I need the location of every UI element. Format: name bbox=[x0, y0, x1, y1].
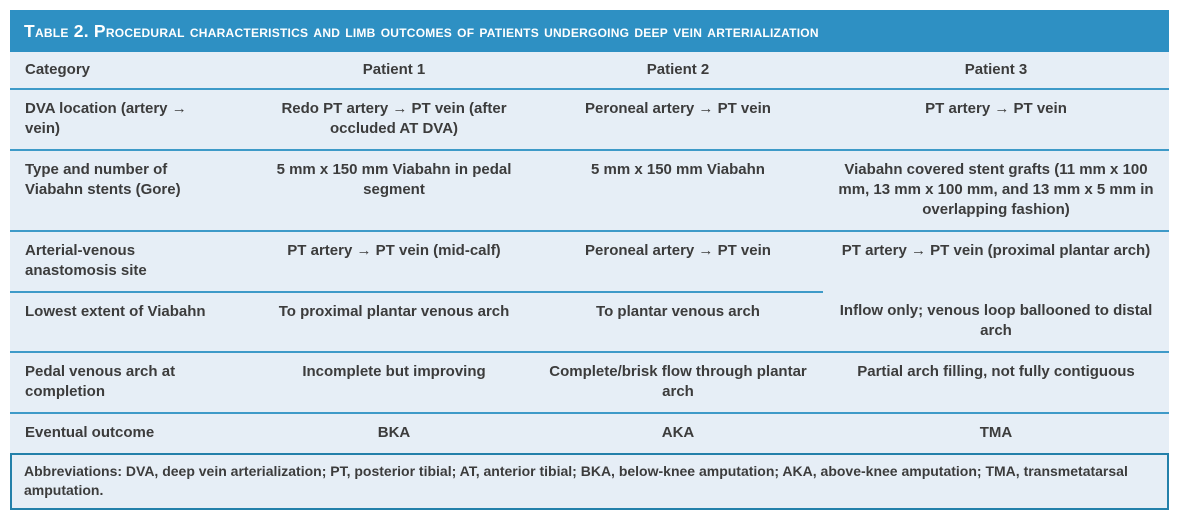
cell-patient3-pedal-venous-arch: Partial arch filling, not fully contiguo… bbox=[823, 352, 1169, 414]
column-header-patient2: Patient 2 bbox=[533, 52, 823, 90]
table-title: Table 2. Procedural characteristics and … bbox=[24, 20, 819, 41]
cell-patient1-lowest-extent: To proximal plantar venous arch bbox=[255, 292, 533, 353]
row-pedal-venous-arch: Pedal venous arch at completion Incomple… bbox=[10, 352, 1169, 414]
column-header-row: Category Patient 1 Patient 2 Patient 3 bbox=[10, 52, 1169, 90]
cell-patient1-viabahn-stents: 5 mm x 150 mm Viabahn in pedal segment bbox=[255, 150, 533, 232]
column-header-category: Category bbox=[10, 52, 255, 90]
row-header-eventual-outcome: Eventual outcome bbox=[25, 424, 155, 441]
column-header-patient1: Patient 1 bbox=[255, 52, 533, 90]
cell-patient2-dva-location: Peroneal artery → PT vein bbox=[533, 89, 823, 151]
row-header-dva-location: DVA location (artery → vein) bbox=[10, 89, 255, 151]
procedural-characteristics-table: Category Patient 1 Patient 2 Patient 3 D… bbox=[10, 52, 1169, 453]
cell-patient2-viabahn-stents: 5 mm x 150 mm Viabahn bbox=[533, 150, 823, 232]
cell-patient2-lowest-extent: To plantar venous arch bbox=[533, 292, 823, 353]
row-header-pedal-venous-arch: Pedal venous arch at completion bbox=[10, 352, 255, 414]
table-container: Table 2. Procedural characteristics and … bbox=[10, 10, 1169, 510]
cell-patient1-pedal-venous-arch: Incomplete but improving bbox=[255, 352, 533, 414]
cell-patient3-lowest-extent: Inflow only; venous loop ballooned to di… bbox=[823, 292, 1169, 353]
cell-patient2-anastomosis-site: Peroneal artery → PT vein bbox=[533, 231, 823, 293]
cell-patient3-eventual-outcome: TMA bbox=[979, 424, 1013, 441]
row-anastomosis-site: Arterial-venous anastomosis site PT arte… bbox=[10, 231, 1169, 293]
table-title-bar: Table 2. Procedural characteristics and … bbox=[10, 10, 1169, 52]
cell-patient2-pedal-venous-arch: Complete/brisk flow through plantar arch bbox=[533, 352, 823, 414]
cell-patient3-dva-location: PT artery → PT vein bbox=[823, 89, 1169, 151]
row-header-anastomosis-site: Arterial-venous anastomosis site bbox=[10, 231, 255, 293]
cell-patient1-dva-location: Redo PT artery → PT vein (after occluded… bbox=[255, 89, 533, 151]
row-header-viabahn-stents: Type and number of Viabahn stents (Gore) bbox=[10, 150, 255, 232]
cell-patient2-eventual-outcome: AKA bbox=[661, 424, 695, 441]
row-dva-location: DVA location (artery → vein) Redo PT art… bbox=[10, 89, 1169, 151]
row-eventual-outcome: Eventual outcome BKA AKA TMA bbox=[10, 413, 1169, 453]
cell-patient1-eventual-outcome: BKA bbox=[377, 424, 411, 441]
row-header-lowest-extent: Lowest extent of Viabahn bbox=[10, 292, 255, 353]
column-header-patient3: Patient 3 bbox=[823, 52, 1169, 90]
cell-patient1-anastomosis-site: PT artery → PT vein (mid-calf) bbox=[255, 231, 533, 293]
row-viabahn-stents: Type and number of Viabahn stents (Gore)… bbox=[10, 150, 1169, 232]
row-lowest-extent: Lowest extent of Viabahn To proximal pla… bbox=[10, 292, 1169, 353]
abbreviations-box: Abbreviations: DVA, deep vein arterializ… bbox=[10, 453, 1169, 510]
cell-patient3-viabahn-stents: Viabahn covered stent grafts (11 mm x 10… bbox=[823, 150, 1169, 232]
abbreviations-text: Abbreviations: DVA, deep vein arterializ… bbox=[24, 463, 1128, 498]
cell-patient3-anastomosis-site: PT artery → PT vein (proximal plantar ar… bbox=[841, 242, 1151, 259]
